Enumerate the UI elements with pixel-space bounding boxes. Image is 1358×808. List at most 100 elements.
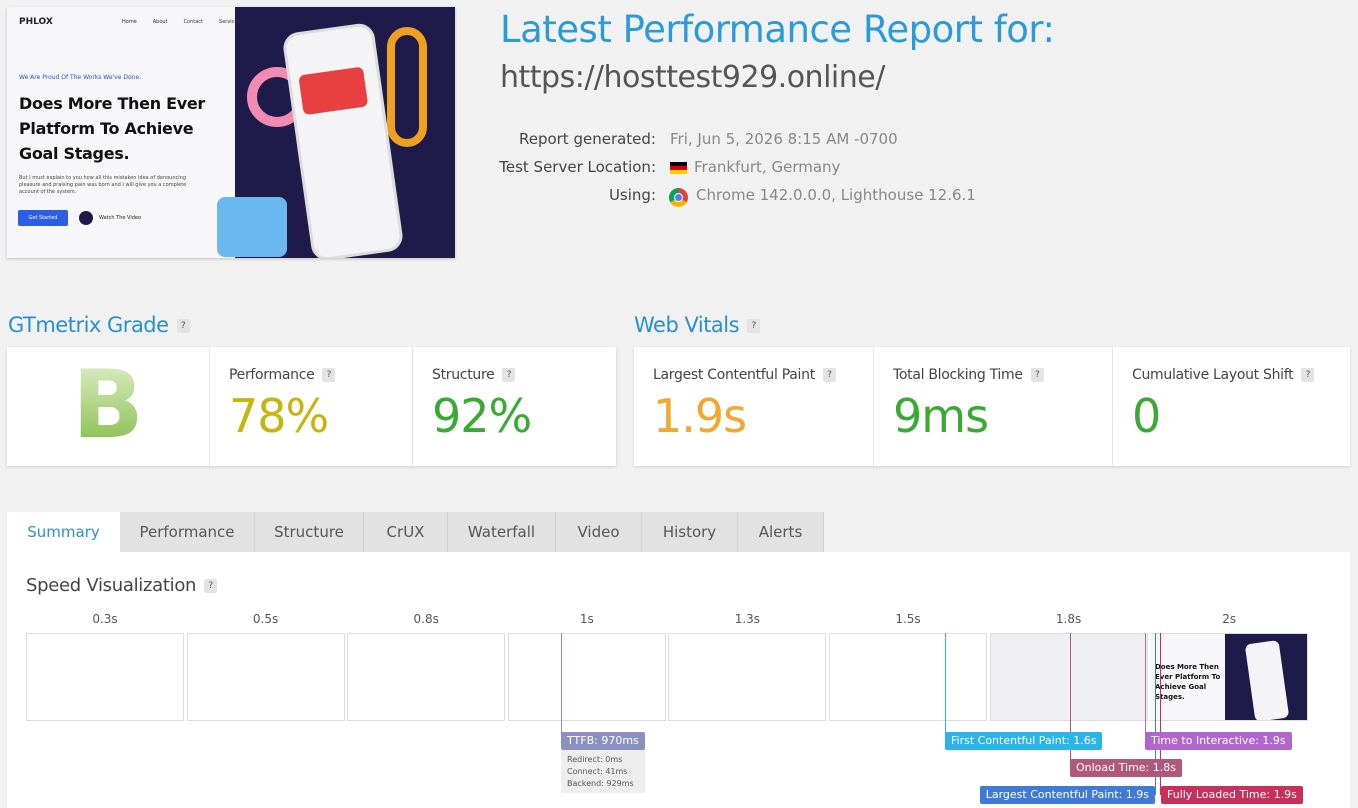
marker-label: First Contentful Paint: 1.6s [945, 732, 1103, 750]
metric-label-text: Performance [229, 367, 315, 383]
help-icon[interactable]: ? [322, 368, 336, 382]
metric-label-text: Structure [432, 367, 495, 383]
marker-line [1155, 633, 1156, 795]
decor [387, 27, 427, 147]
tab[interactable]: History [642, 512, 738, 552]
frame-time: 0.5s [252, 612, 279, 626]
frame [186, 633, 345, 721]
tab[interactable]: Waterfall [448, 512, 556, 552]
frame [989, 633, 1148, 721]
frame [829, 633, 987, 721]
marker-line [1145, 633, 1146, 741]
detail-value: Chrome 142.0.0.0, Lighthouse 12.6.1 [696, 186, 976, 204]
metric-label: Cumulative Layout Shift? [1132, 367, 1315, 383]
metric-cell: Performance? 78% [209, 347, 412, 466]
report-title: Latest Performance Report for: [500, 8, 1055, 51]
nav-item: Contact [183, 19, 204, 25]
ttfb-details: Redirect: 0ms Connect: 41ms Backend: 929… [561, 750, 645, 793]
section-title: GTmetrix Grade? [8, 313, 190, 337]
frame [26, 633, 184, 721]
tab[interactable]: Structure [255, 512, 364, 552]
metric-cell: Total Blocking Time? 9ms [873, 347, 1112, 466]
detail-value: Fri, Jun 5, 2026 8:15 AM -0700 [670, 130, 898, 148]
frame-time: 2s [1222, 612, 1237, 626]
marker-label: Time to Interactive: 1.9s [1145, 732, 1292, 750]
marker-line [1160, 633, 1161, 795]
play-icon [79, 211, 93, 225]
decor [217, 197, 287, 257]
metric-value: 78% [229, 389, 329, 443]
frame-time: 1.3s [734, 612, 761, 626]
detail-label: Using: [608, 186, 656, 204]
metric-cell: Cumulative Layout Shift? 0 [1112, 347, 1350, 466]
help-icon[interactable]: ? [747, 319, 761, 333]
frame-time: 1s [579, 612, 594, 626]
tab[interactable]: Video [556, 512, 642, 552]
marker-label: Largest Contentful Paint: 1.9s [979, 786, 1155, 804]
metric-label: Total Blocking Time? [893, 367, 1044, 383]
metric-value: 92% [432, 389, 532, 443]
metric-value: 9ms [893, 389, 989, 443]
nav: Home About Contact Services [122, 19, 240, 25]
metric-label-text: Largest Contentful Paint [653, 367, 815, 383]
headline: Does More Then Ever Platform To Achieve … [1155, 663, 1221, 701]
vitals-card: Largest Contentful Paint? 1.9s Total Blo… [634, 347, 1350, 466]
tab[interactable]: Summary [7, 512, 120, 552]
frame-time: 0.8s [413, 612, 439, 626]
section-title-text: GTmetrix Grade [8, 313, 169, 337]
ttfb-detail: Redirect: 0ms [567, 755, 623, 764]
marker-label: Fully Loaded Time: 1.9s [1161, 786, 1303, 804]
nav-item: Services [219, 19, 241, 25]
marker-line [561, 633, 562, 741]
section-title: Web Vitals? [634, 313, 761, 337]
nav-item: About [152, 19, 168, 25]
frame [347, 633, 506, 721]
detail-value: Frankfurt, Germany [694, 158, 841, 176]
logo: PHLOX [19, 17, 53, 27]
tagline: We Are Proud Of The Works We've Done. [19, 74, 142, 81]
flag-icon [670, 162, 687, 174]
site-screenshot: PHLOX Home About Contact Services We Are… [7, 7, 455, 258]
metric-cell: Structure? 92% [412, 347, 616, 466]
metric-label: Largest Contentful Paint? [653, 367, 836, 383]
grade-letter: B [7, 351, 209, 460]
tab[interactable]: CrUX [364, 512, 448, 552]
detail-label: Report generated: [518, 130, 656, 148]
help-icon[interactable]: ? [1030, 368, 1044, 382]
marker-line [1070, 633, 1071, 768]
card [298, 66, 369, 116]
metric-value: 0 [1132, 389, 1161, 443]
frame-time: 1.8s [1055, 612, 1082, 626]
frame [507, 633, 666, 721]
help-icon[interactable]: ? [176, 319, 190, 333]
report-url[interactable]: https://hosttest929.online/ [500, 60, 885, 95]
marker-label: TTFB: 970ms [561, 732, 645, 750]
frame-time: 0.3s [92, 612, 118, 626]
marker-label: Onload Time: 1.8s [1070, 759, 1182, 777]
ttfb-detail: Backend: 929ms [567, 779, 634, 788]
tab[interactable]: Performance [120, 512, 255, 552]
nav-item: Home [122, 19, 137, 25]
grade-card: B Performance? 78% Structure? 92% [7, 347, 616, 466]
help-icon[interactable]: ? [1301, 368, 1315, 382]
frame [668, 633, 827, 721]
frame-time: 1.5s [895, 612, 921, 626]
frame-thumbnail: Does More Then Ever Platform To Achieve … [1150, 634, 1307, 720]
metric-cell: Largest Contentful Paint? 1.9s [634, 347, 873, 466]
detail-label: Test Server Location: [499, 158, 656, 176]
tab[interactable]: Alerts [738, 512, 824, 552]
chrome-icon [669, 188, 688, 207]
body-text: But I must explain to you how all this m… [19, 175, 187, 195]
help-icon[interactable]: ? [822, 368, 836, 382]
metric-label-text: Total Blocking Time [893, 367, 1023, 383]
help-icon[interactable]: ? [502, 368, 516, 382]
metric-value: 1.9s [653, 389, 747, 443]
section-title-text: Web Vitals [634, 313, 740, 337]
metric-label: Performance? [229, 367, 336, 383]
help-icon[interactable]: ? [204, 579, 218, 593]
link: Watch The Video [99, 215, 142, 221]
button: Get Started [18, 210, 68, 226]
marker-line [945, 633, 946, 741]
metric-label: Structure? [432, 367, 516, 383]
